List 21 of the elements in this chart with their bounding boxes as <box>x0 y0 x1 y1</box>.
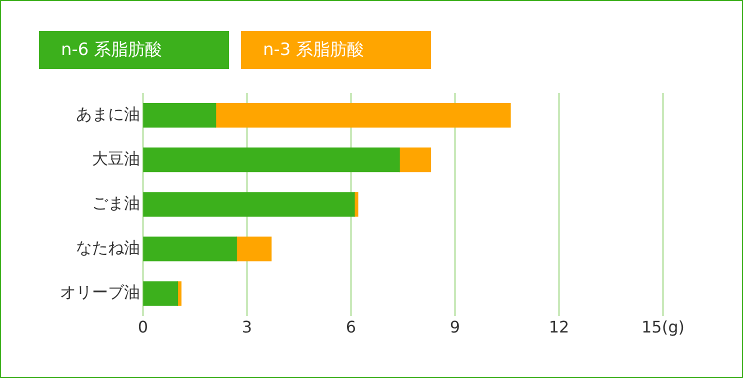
bar <box>143 102 216 128</box>
y-tick-label: ごま油 <box>92 194 140 213</box>
text: n-3 系脂肪酸 <box>263 40 364 60</box>
x-tick-label: 0 <box>138 318 148 337</box>
x-tick-label: 12 <box>548 318 570 337</box>
bar <box>143 236 237 262</box>
y-tick-label: あまに油 <box>76 104 140 124</box>
y-tick-label: オリーブ油 <box>60 282 140 302</box>
x-tick-label: 6 <box>346 318 356 337</box>
x-tick-label: 9 <box>450 318 460 337</box>
bar <box>399 148 432 172</box>
bar <box>236 236 272 262</box>
bar <box>143 148 400 172</box>
y-tick-label: なたね油 <box>76 238 140 258</box>
text: n-6 系脂肪酸 <box>61 40 162 60</box>
bar <box>143 192 355 217</box>
x-tick-label: 3 <box>242 318 252 337</box>
y-tick-label: 大豆油 <box>92 148 140 168</box>
bar <box>215 102 511 128</box>
bar <box>143 281 178 306</box>
x-tick-label: 15(g) <box>642 318 684 337</box>
